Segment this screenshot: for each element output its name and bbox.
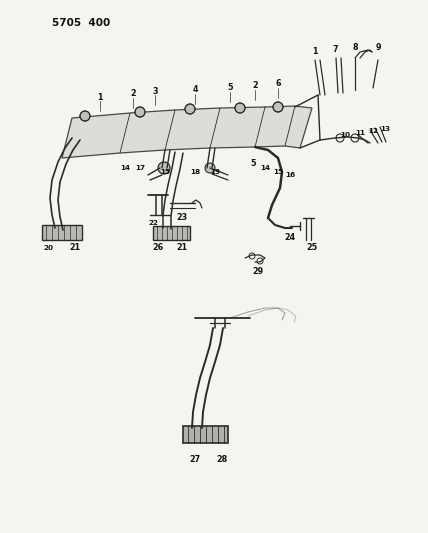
Text: 1: 1 xyxy=(97,93,103,101)
Text: 19: 19 xyxy=(210,169,220,175)
Text: 13: 13 xyxy=(380,126,390,132)
Text: 27: 27 xyxy=(190,456,201,464)
Text: 14: 14 xyxy=(120,165,130,171)
Circle shape xyxy=(135,107,145,117)
Text: 15: 15 xyxy=(160,169,170,175)
Text: 9: 9 xyxy=(375,43,381,52)
FancyBboxPatch shape xyxy=(183,426,228,443)
Text: 5705  400: 5705 400 xyxy=(52,18,110,28)
Text: 15: 15 xyxy=(273,169,283,175)
Polygon shape xyxy=(62,106,312,158)
Circle shape xyxy=(205,163,215,173)
Text: 26: 26 xyxy=(152,244,163,253)
Text: 23: 23 xyxy=(176,214,187,222)
Text: 1: 1 xyxy=(312,47,318,56)
Text: 21: 21 xyxy=(176,244,187,253)
Text: 2: 2 xyxy=(252,82,258,91)
Text: 2: 2 xyxy=(130,90,136,99)
Text: 5: 5 xyxy=(250,158,256,167)
Text: 28: 28 xyxy=(217,456,228,464)
Text: 22: 22 xyxy=(148,220,158,226)
Text: 4: 4 xyxy=(192,85,198,94)
Circle shape xyxy=(235,103,245,113)
Text: 5: 5 xyxy=(227,84,233,93)
Text: 6: 6 xyxy=(275,79,281,88)
Text: 24: 24 xyxy=(285,233,296,243)
Circle shape xyxy=(158,162,170,174)
Text: 25: 25 xyxy=(306,243,318,252)
Text: 8: 8 xyxy=(352,44,358,52)
Text: 17: 17 xyxy=(135,165,145,171)
Text: 11: 11 xyxy=(355,130,365,136)
Text: 14: 14 xyxy=(260,165,270,171)
Text: 21: 21 xyxy=(69,244,80,253)
Circle shape xyxy=(273,102,283,112)
Text: 12: 12 xyxy=(368,128,378,134)
Text: 10: 10 xyxy=(340,132,350,138)
Circle shape xyxy=(80,111,90,121)
Text: 29: 29 xyxy=(253,268,264,277)
FancyBboxPatch shape xyxy=(42,225,82,240)
Text: 7: 7 xyxy=(332,45,338,54)
Text: 16: 16 xyxy=(285,172,295,178)
FancyBboxPatch shape xyxy=(153,226,190,240)
Text: 18: 18 xyxy=(190,169,200,175)
Text: 20: 20 xyxy=(43,245,53,251)
Text: 3: 3 xyxy=(152,86,158,95)
Circle shape xyxy=(185,104,195,114)
